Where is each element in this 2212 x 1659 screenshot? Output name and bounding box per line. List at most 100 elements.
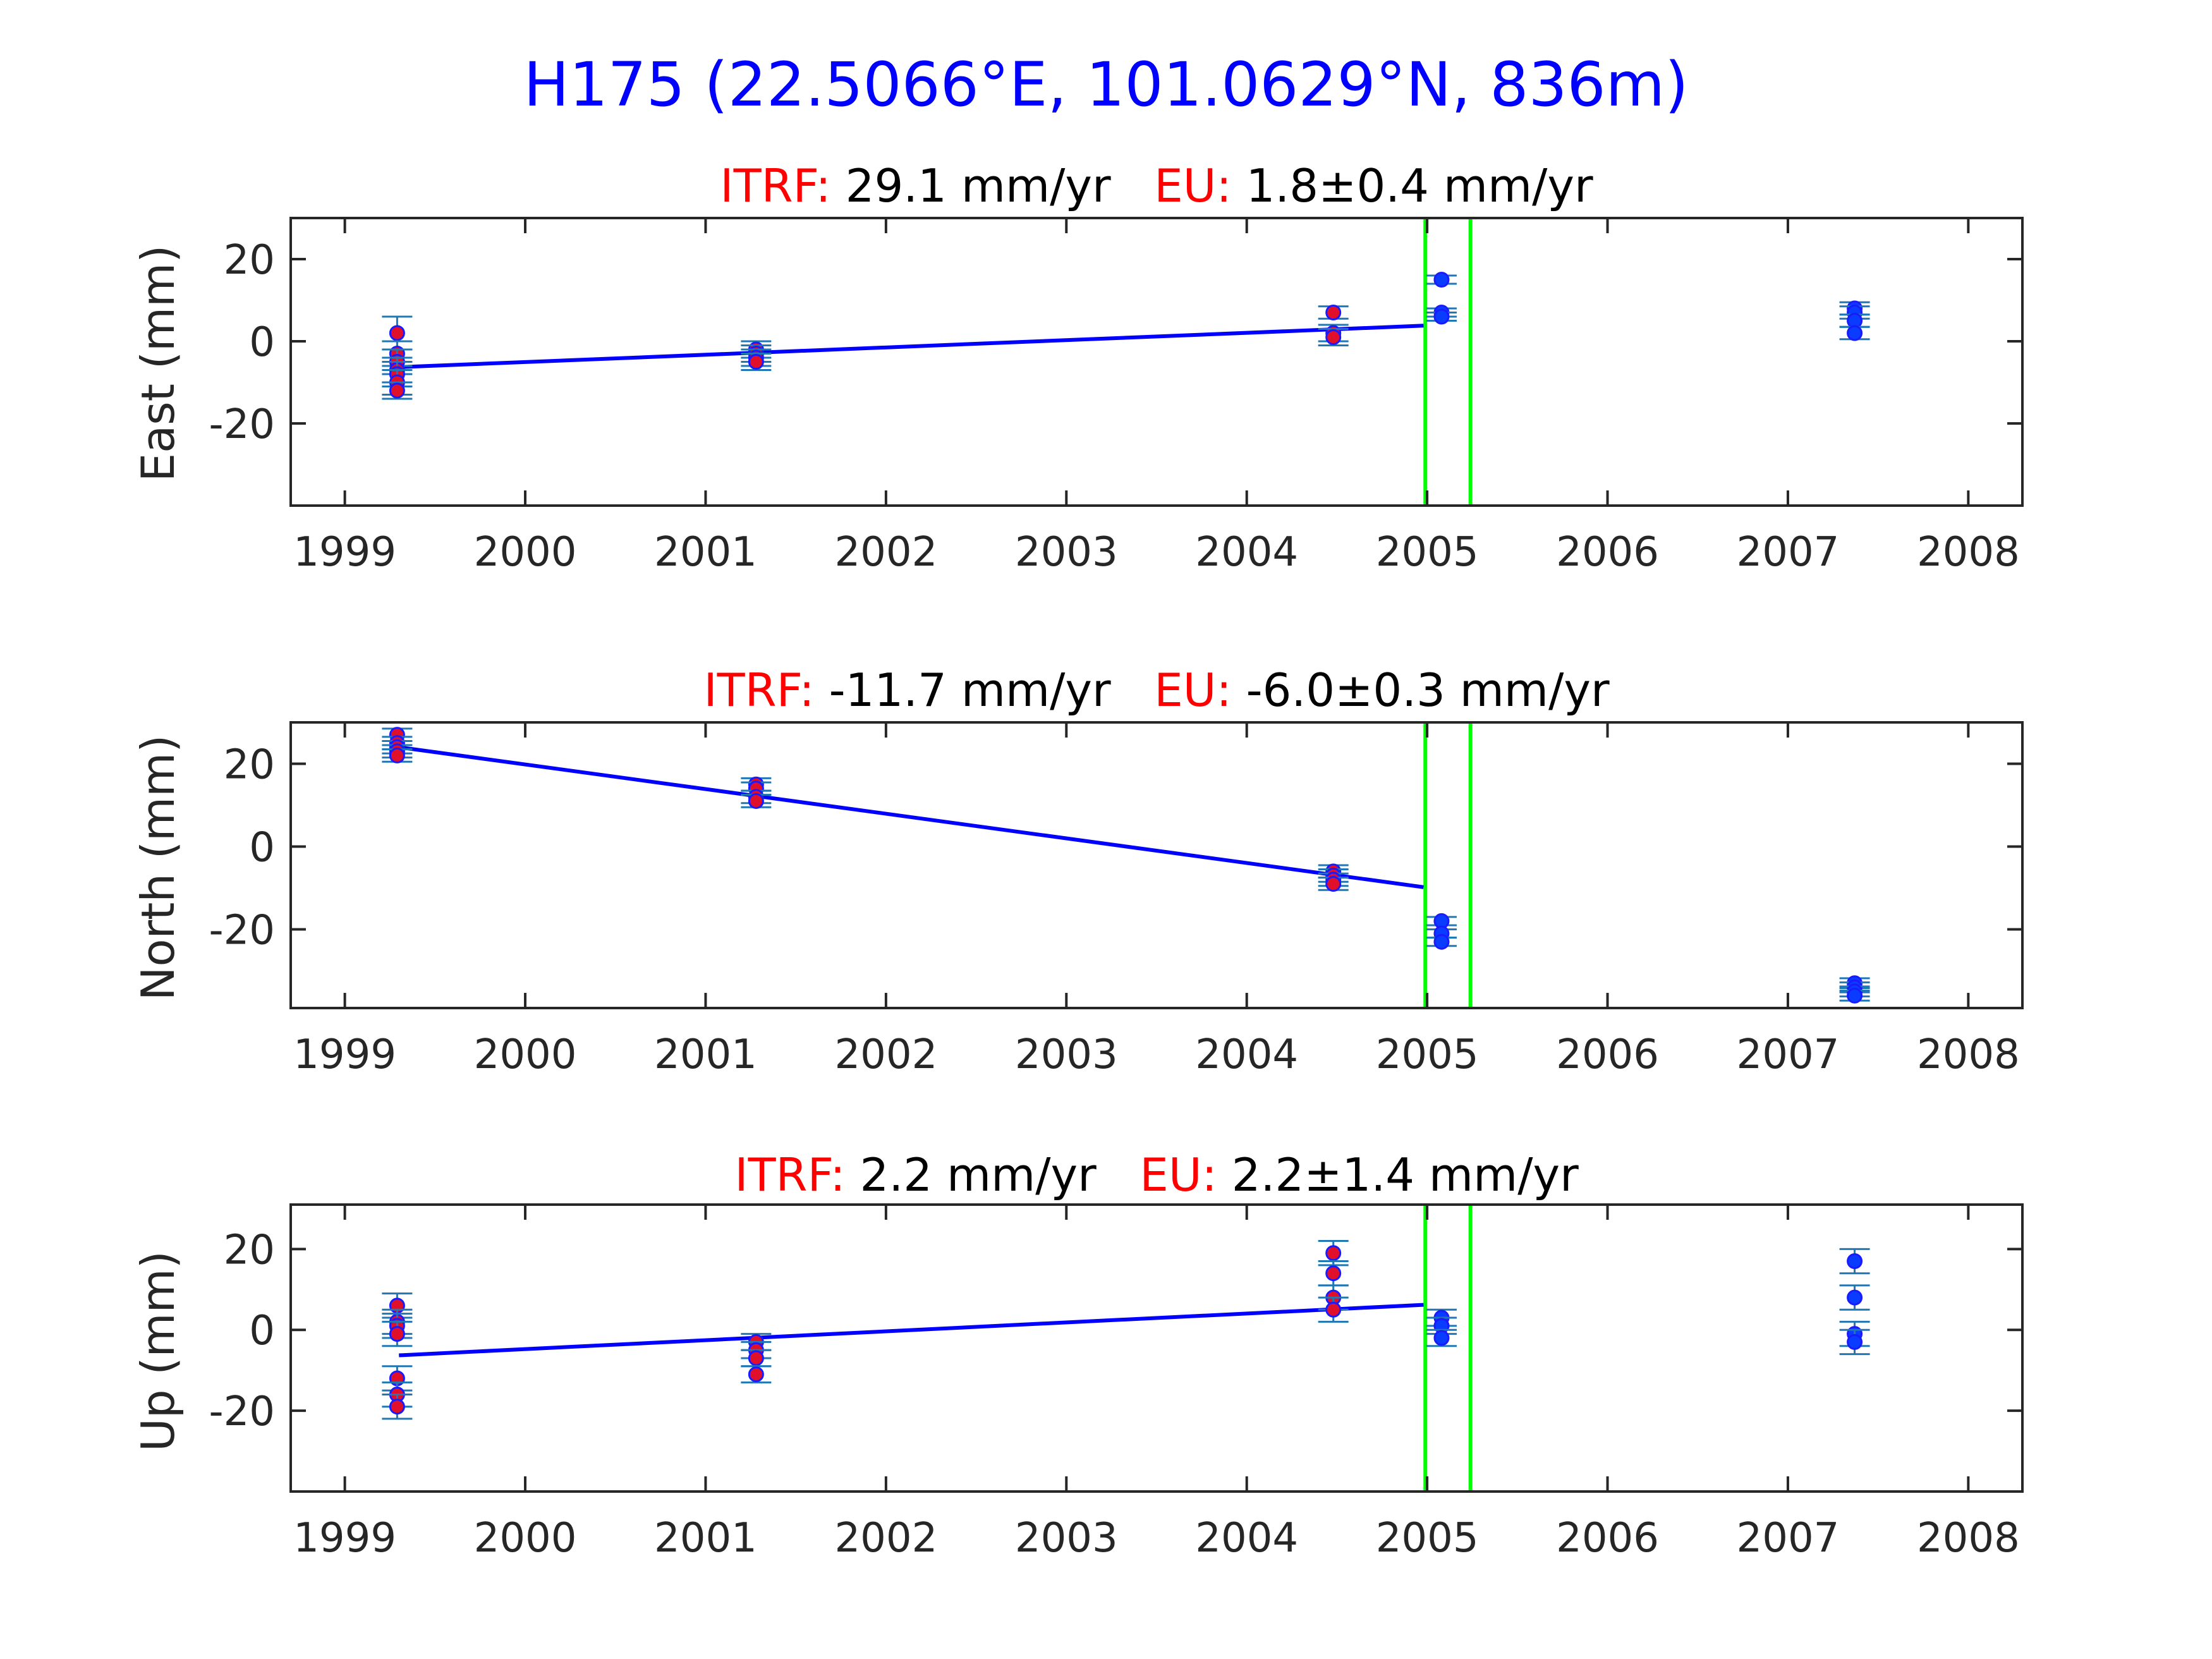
up-velocity-title: ITRF: 2.2 mm/yr EU: 2.2±1.4 mm/yr [291, 1148, 2022, 1201]
north-fit-line [398, 745, 1424, 889]
east-marker [1433, 308, 1450, 325]
up-x-tick-label: 2001 [654, 1515, 757, 1562]
east-x-tick-label: 2004 [1195, 529, 1298, 576]
up-eu-label: EU: [1139, 1148, 1217, 1201]
up-marker [1325, 1265, 1342, 1282]
up-marker [748, 1366, 764, 1383]
east-marker [1433, 272, 1450, 288]
east-x-tick-label: 2006 [1556, 529, 1659, 576]
east-data-point [1839, 325, 1870, 341]
north-x-tick-label: 2007 [1737, 1031, 1840, 1078]
north-itrf-label: ITRF: [703, 664, 815, 717]
north-y-tick-label: -20 [209, 908, 275, 954]
north-x-tick-label: 2006 [1556, 1031, 1659, 1078]
up-axes-frame [289, 1203, 2024, 1493]
east-x-tick-label: 2001 [654, 529, 757, 576]
east-y-tick-label: 20 [224, 237, 275, 284]
east-fit-line [399, 324, 1424, 369]
east-marker [1325, 305, 1342, 320]
north-x-tick-label: 2001 [654, 1031, 757, 1078]
north-data-point [1426, 933, 1457, 950]
up-data-point [1318, 1296, 1349, 1323]
up-itrf-label: ITRF: [734, 1148, 846, 1201]
figure-title: H175 (22.5066°E, 101.0629°N, 836m) [523, 49, 1689, 120]
east-x-tick-label: 2007 [1737, 529, 1840, 576]
east-itrf-value: 29.1 mm/yr [845, 159, 1111, 212]
up-marker [389, 1399, 405, 1415]
north-data-point [1426, 913, 1457, 929]
up-y-tick-label: 0 [249, 1308, 275, 1354]
north-x-tick-label: 2000 [474, 1031, 577, 1078]
east-eu-label: EU: [1154, 159, 1232, 212]
up-marker [1433, 1330, 1450, 1346]
north-data-point [741, 793, 772, 809]
up-marker [1847, 1289, 1863, 1306]
east-marker [389, 382, 405, 399]
north-y-tick-label: 20 [224, 742, 275, 789]
east-data-point [1426, 272, 1457, 288]
north-x-tick-label: 2004 [1195, 1031, 1298, 1078]
up-x-tick-label: 2000 [474, 1515, 577, 1562]
north-data-point [1318, 875, 1349, 892]
east-y-tick-label: 0 [249, 319, 275, 366]
north-axes-frame [289, 721, 2024, 1009]
north-itrf-value: -11.7 mm/yr [829, 664, 1111, 717]
up-data-point [1426, 1328, 1457, 1347]
north-velocity-title: ITRF: -11.7 mm/yr EU: -6.0±0.3 mm/yr [291, 664, 2022, 717]
up-marker [1325, 1245, 1342, 1261]
east-axes-frame [289, 217, 2024, 507]
up-marker [389, 1326, 405, 1342]
east-eu-value: 1.8±0.4 mm/yr [1246, 159, 1593, 212]
east-y-tick-label: -20 [209, 401, 275, 448]
north-eu-value: -6.0±0.3 mm/yr [1246, 664, 1610, 717]
north-y-tick-label: 0 [249, 825, 275, 872]
north-data-point [1839, 987, 1870, 1004]
up-y-tick-label: 20 [224, 1227, 275, 1273]
up-marker [1847, 1253, 1863, 1270]
up-data-point [1839, 1328, 1870, 1356]
up-x-tick-label: 1999 [293, 1515, 396, 1562]
north-x-tick-label: 2002 [834, 1031, 937, 1078]
up-marker [748, 1350, 764, 1366]
up-marker [1847, 1334, 1863, 1350]
north-panel: 1999 2000 2001 2002 2003 2004 2005 2006 2007 2008… [209, 721, 2024, 1078]
up-panel: 1999 2000 2001 2002 2003 2004 2005 2006 2007 2008… [209, 1203, 2024, 1562]
north-marker [748, 793, 764, 809]
up-x-tick-label: 2005 [1376, 1515, 1479, 1562]
up-x-tick-label: 2004 [1195, 1515, 1298, 1562]
north-marker [1433, 933, 1450, 950]
up-marker [1325, 1301, 1342, 1318]
east-velocity-title: ITRF: 29.1 mm/yr EU: 1.8±0.4 mm/yr [291, 159, 2022, 212]
north-x-tick-label: 1999 [293, 1031, 396, 1078]
up-eu-value: 2.2±1.4 mm/yr [1231, 1148, 1579, 1201]
east-marker [1847, 325, 1863, 341]
north-marker [1325, 875, 1342, 892]
east-data-point [741, 353, 772, 371]
up-data-point [1839, 1248, 1870, 1275]
up-x-tick-label: 2003 [1015, 1515, 1118, 1562]
east-x-tick-label: 2002 [834, 529, 937, 576]
east-data-point [382, 381, 413, 400]
east-itrf-label: ITRF: [720, 159, 831, 212]
east-marker [748, 354, 764, 370]
up-x-tick-label: 2002 [834, 1515, 937, 1562]
up-data-point [741, 1365, 772, 1383]
east-marker [389, 325, 405, 341]
up-y-tick-label: -20 [209, 1389, 275, 1435]
east-x-tick-label: 2000 [474, 529, 577, 576]
north-data-point [382, 747, 413, 763]
east-x-tick-label: 2003 [1015, 529, 1118, 576]
east-data-point [1426, 308, 1457, 325]
up-x-tick-label: 2006 [1556, 1515, 1659, 1562]
up-x-tick-label: 2008 [1917, 1515, 2020, 1562]
east-x-tick-label: 2008 [1917, 529, 2020, 576]
east-data-point [1318, 305, 1349, 320]
north-x-tick-label: 2005 [1376, 1031, 1479, 1078]
north-marker [1847, 987, 1863, 1004]
east-data-point [1318, 328, 1349, 346]
north-marker [389, 747, 405, 763]
up-data-point [382, 1394, 413, 1420]
north-eu-label: EU: [1154, 664, 1232, 717]
